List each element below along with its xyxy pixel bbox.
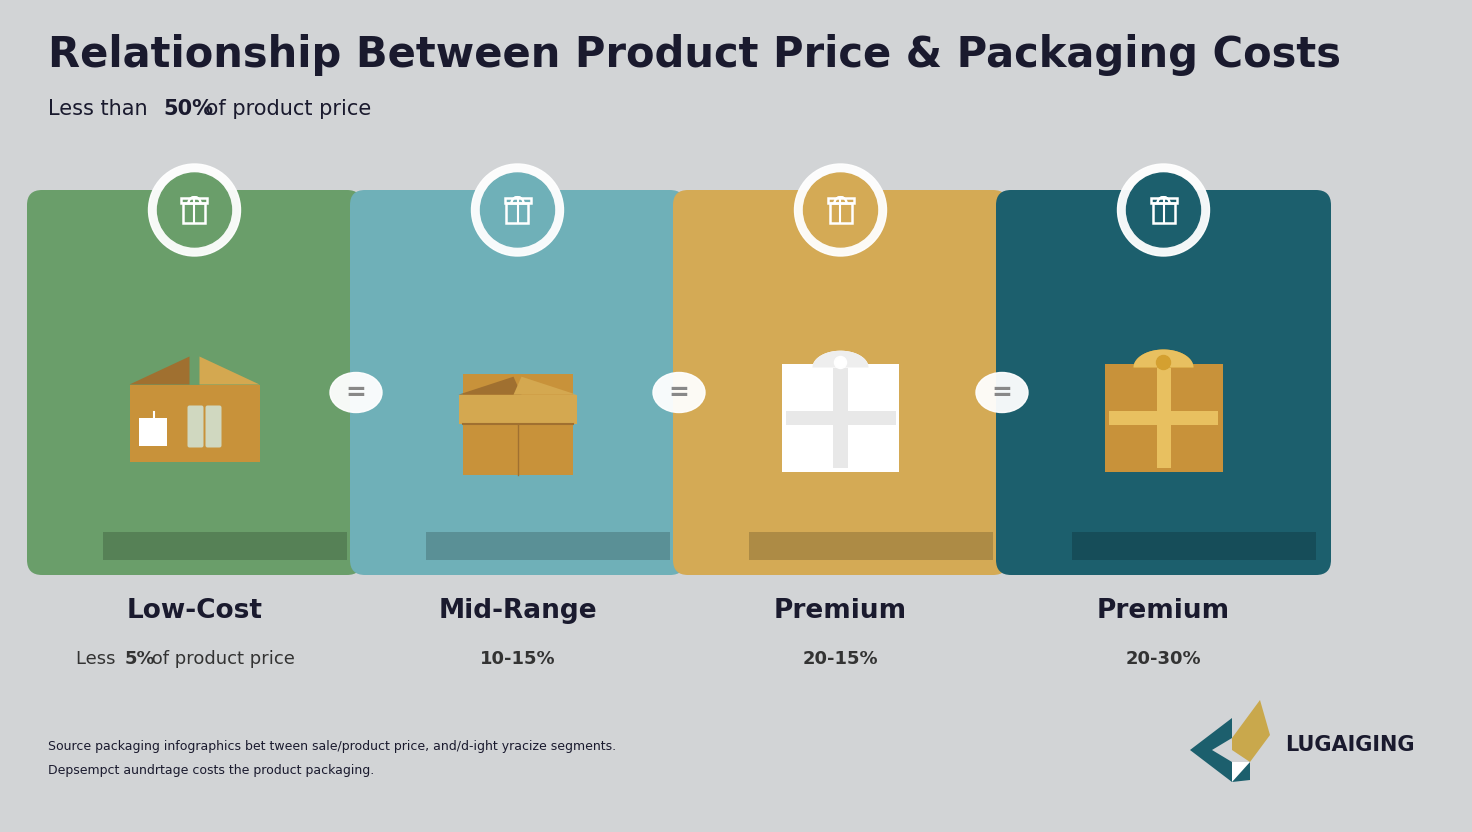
Text: Premium: Premium — [774, 598, 907, 624]
Text: Mid-Range: Mid-Range — [439, 598, 596, 624]
Circle shape — [795, 164, 886, 256]
Text: =: = — [346, 380, 367, 404]
FancyBboxPatch shape — [187, 405, 203, 448]
Text: =: = — [668, 380, 689, 404]
Ellipse shape — [330, 373, 383, 413]
Circle shape — [1126, 173, 1201, 247]
FancyBboxPatch shape — [1108, 410, 1219, 424]
Polygon shape — [813, 351, 868, 368]
FancyBboxPatch shape — [997, 190, 1331, 575]
FancyBboxPatch shape — [786, 410, 895, 424]
FancyBboxPatch shape — [1104, 364, 1223, 472]
Text: 5%: 5% — [125, 650, 156, 668]
FancyBboxPatch shape — [206, 405, 221, 448]
FancyBboxPatch shape — [350, 190, 684, 575]
Ellipse shape — [976, 373, 1027, 413]
Text: LUGAIGING: LUGAIGING — [1285, 735, 1415, 755]
Text: Less: Less — [77, 650, 121, 668]
Circle shape — [1117, 164, 1210, 256]
Circle shape — [1157, 355, 1170, 369]
Circle shape — [471, 164, 564, 256]
FancyBboxPatch shape — [782, 364, 899, 472]
Polygon shape — [458, 377, 521, 394]
Circle shape — [804, 173, 877, 247]
FancyBboxPatch shape — [1157, 368, 1170, 468]
Text: 20-30%: 20-30% — [1126, 650, 1201, 668]
Text: Relationship Between Product Price & Packaging Costs: Relationship Between Product Price & Pac… — [49, 34, 1341, 76]
Text: 10-15%: 10-15% — [480, 650, 555, 668]
Polygon shape — [514, 377, 577, 394]
Text: 20-15%: 20-15% — [802, 650, 879, 668]
FancyBboxPatch shape — [130, 384, 259, 462]
Text: of product price: of product price — [146, 650, 296, 668]
FancyBboxPatch shape — [833, 368, 848, 468]
Polygon shape — [1232, 762, 1250, 782]
Polygon shape — [1133, 349, 1194, 368]
FancyBboxPatch shape — [26, 190, 362, 575]
Polygon shape — [130, 356, 190, 384]
Polygon shape — [1189, 718, 1232, 782]
Text: Premium: Premium — [1097, 598, 1231, 624]
Text: =: = — [992, 380, 1013, 404]
Circle shape — [835, 356, 846, 369]
Text: Low-Cost: Low-Cost — [127, 598, 262, 624]
Ellipse shape — [654, 373, 705, 413]
Polygon shape — [1072, 532, 1316, 560]
Polygon shape — [1232, 762, 1250, 782]
Circle shape — [158, 173, 231, 247]
Circle shape — [149, 164, 240, 256]
FancyBboxPatch shape — [673, 190, 1008, 575]
Text: of product price: of product price — [199, 99, 371, 119]
Text: 50%: 50% — [163, 99, 213, 119]
FancyBboxPatch shape — [140, 418, 168, 445]
Polygon shape — [103, 532, 347, 560]
FancyBboxPatch shape — [462, 374, 573, 475]
Polygon shape — [749, 532, 994, 560]
Polygon shape — [425, 532, 670, 560]
Text: Less than: Less than — [49, 99, 155, 119]
Polygon shape — [1232, 700, 1270, 762]
Polygon shape — [813, 351, 868, 368]
Circle shape — [480, 173, 555, 247]
Polygon shape — [200, 356, 259, 384]
FancyBboxPatch shape — [458, 394, 577, 424]
Text: Depsempct aundrtage costs the product packaging.: Depsempct aundrtage costs the product pa… — [49, 764, 374, 777]
Polygon shape — [1133, 349, 1194, 368]
Text: Source packaging infographics bet tween sale/product price, and/d-ight yracize s: Source packaging infographics bet tween … — [49, 740, 617, 753]
